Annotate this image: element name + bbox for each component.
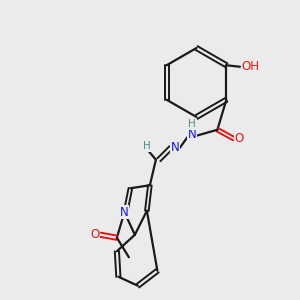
Text: N: N xyxy=(171,141,180,154)
Text: O: O xyxy=(90,228,100,241)
Text: N: N xyxy=(120,206,129,219)
Text: H: H xyxy=(188,119,196,129)
Text: O: O xyxy=(235,132,244,145)
Text: H: H xyxy=(143,141,151,151)
Text: OH: OH xyxy=(242,60,260,73)
Text: N: N xyxy=(188,128,196,141)
